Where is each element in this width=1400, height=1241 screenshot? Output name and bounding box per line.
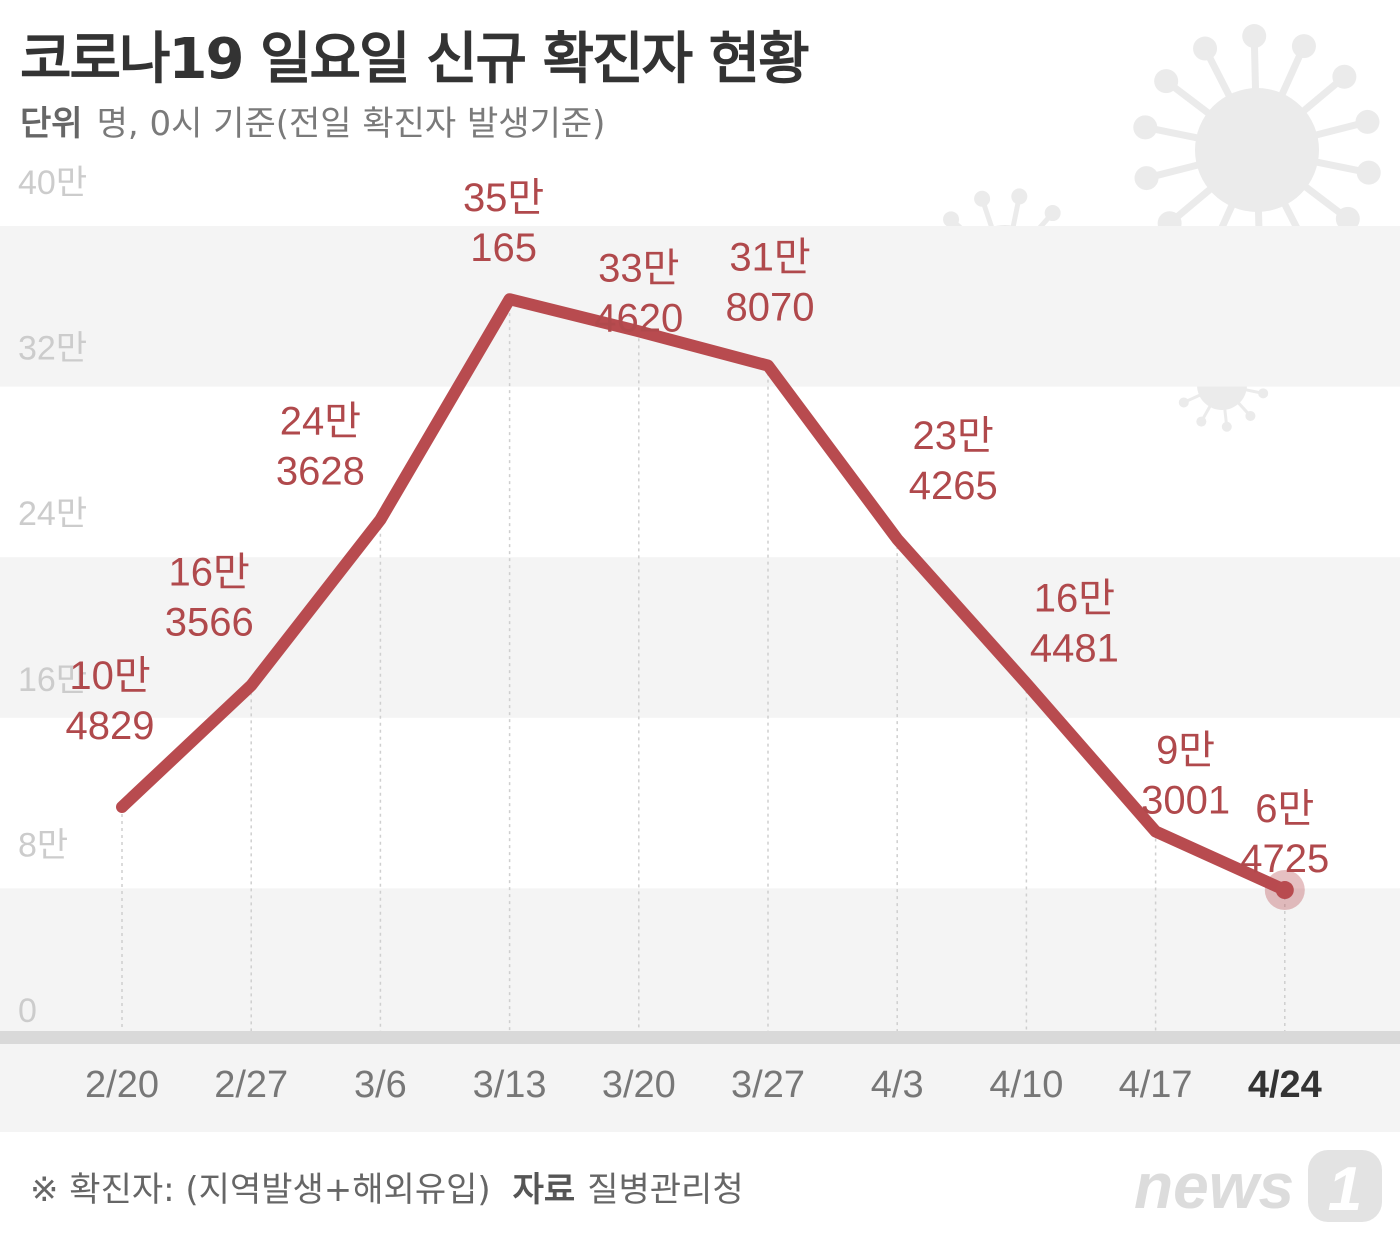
news1-logo: news 1	[1134, 1150, 1382, 1224]
source-label: 자료	[512, 1170, 576, 1210]
data-label-rest: 3001	[1141, 778, 1230, 822]
y-axis-labels: 0 8만 16만 24만 32만 40만	[18, 164, 87, 1030]
virus-knob	[1245, 410, 1256, 421]
data-label-rest: 8070	[726, 286, 815, 330]
footer: ※ 확진자: (지역발생+해외유입) 자료 질병관리청 news 1	[0, 1132, 1400, 1241]
y-tick-label: 16만	[18, 661, 87, 699]
unit-text: 명, 0시 기준(전일 확진자 발생기준)	[96, 104, 606, 144]
y-tick-label: 0	[18, 992, 37, 1030]
virus-knob	[1335, 206, 1360, 231]
data-label-man: 23만	[913, 414, 994, 458]
x-axis: 2/20 2/27 3/6 3/13 3/20 3/27 4/3 4/10 4/17 4/24	[0, 1031, 1400, 1132]
x-axis-band	[0, 1044, 1400, 1132]
y-tick-label: 32만	[18, 330, 87, 368]
chart-title: 코로나19 일요일 신규 확진자 현황	[20, 27, 810, 92]
x-tick-label: 3/6	[354, 1064, 407, 1106]
chart-subtitle: 단위 명, 0시 기준(전일 확진자 발생기준)	[20, 96, 605, 145]
virus-knob	[1178, 397, 1189, 408]
data-label-rest: 4829	[66, 704, 155, 748]
x-tick-label: 3/20	[602, 1064, 676, 1106]
data-label-rest: 4725	[1240, 837, 1329, 881]
y-tick-label: 8만	[18, 826, 68, 864]
x-tick-label: 4/17	[1119, 1064, 1193, 1106]
virus-knob	[1134, 166, 1159, 191]
x-guide-lines	[121, 299, 1286, 1036]
y-tick-label: 40만	[18, 164, 87, 202]
data-label-man: 16만	[169, 550, 250, 594]
data-label-man: 6만	[1255, 787, 1314, 831]
x-tick-label: 2/20	[85, 1064, 159, 1106]
data-label-rest: 3566	[165, 600, 254, 644]
virus-knob	[1258, 388, 1269, 399]
x-tick-label: 2/27	[214, 1064, 288, 1106]
logo-badge	[1308, 1150, 1382, 1222]
virus-knob	[1356, 160, 1381, 185]
footnote-note: ※ 확진자: (지역발생+해외유입)	[30, 1170, 491, 1210]
footnote: ※ 확진자: (지역발생+해외유입) 자료 질병관리청	[30, 1162, 744, 1211]
logo-text: news	[1134, 1150, 1294, 1222]
grid-band	[0, 888, 1400, 1049]
series-polyline	[116, 293, 1291, 896]
x-tick-label: 3/27	[731, 1064, 805, 1106]
virus-knob	[1332, 64, 1357, 89]
line-chart: 0 8만 16만 24만 32만 40만 2/20 2/27 3/6 3/13 3/20 3/27 4…	[0, 24, 1400, 1132]
virus-knob	[1291, 34, 1316, 59]
virus-knob	[1193, 36, 1218, 61]
data-label-man: 35만	[463, 176, 544, 220]
virus-knob	[1154, 69, 1179, 94]
virus-knob	[943, 211, 960, 228]
x-tick-label: 4/3	[871, 1064, 924, 1106]
x-tick-label: 4/24	[1248, 1064, 1322, 1106]
data-label-rest: 4265	[909, 464, 998, 508]
x-tick-label: 4/10	[989, 1064, 1063, 1106]
data-label-rest: 165	[470, 226, 537, 270]
unit-label: 단위	[20, 104, 83, 144]
data-labels: 10만 4829 16만 3566 24만 3628 35만 165 33만 4620 31만 807…	[66, 176, 1330, 881]
grid-bands	[0, 226, 1400, 1049]
data-label-rest: 3628	[276, 450, 365, 494]
grid-band	[0, 557, 1400, 718]
source-value: 질병관리청	[587, 1170, 744, 1210]
virus-knob	[1196, 416, 1207, 427]
data-label-man: 16만	[1034, 577, 1115, 621]
data-label-man: 10만	[69, 654, 150, 698]
virus-knob	[1242, 24, 1267, 49]
data-label-man: 33만	[598, 246, 679, 290]
data-label-rest: 4481	[1030, 627, 1119, 671]
y-tick-label: 24만	[18, 495, 87, 533]
series-line	[116, 293, 1305, 911]
data-label-man: 31만	[729, 236, 810, 280]
virus-knob	[1133, 115, 1158, 140]
virus-knob	[1221, 421, 1232, 432]
data-label-man: 9만	[1156, 728, 1215, 772]
logo-number: 1	[1328, 1155, 1362, 1224]
x-axis-line	[0, 1031, 1400, 1044]
last-point	[1275, 881, 1294, 900]
grid-band	[0, 226, 1400, 387]
virus-knob	[1355, 109, 1380, 134]
data-label-rest: 4620	[594, 296, 683, 340]
x-tick-label: 3/13	[473, 1064, 547, 1106]
virus-knob	[974, 190, 991, 207]
data-label-man: 24만	[280, 400, 361, 444]
virus-body	[1195, 88, 1319, 212]
virus-knob	[1011, 188, 1028, 205]
virus-knob	[1044, 205, 1061, 222]
